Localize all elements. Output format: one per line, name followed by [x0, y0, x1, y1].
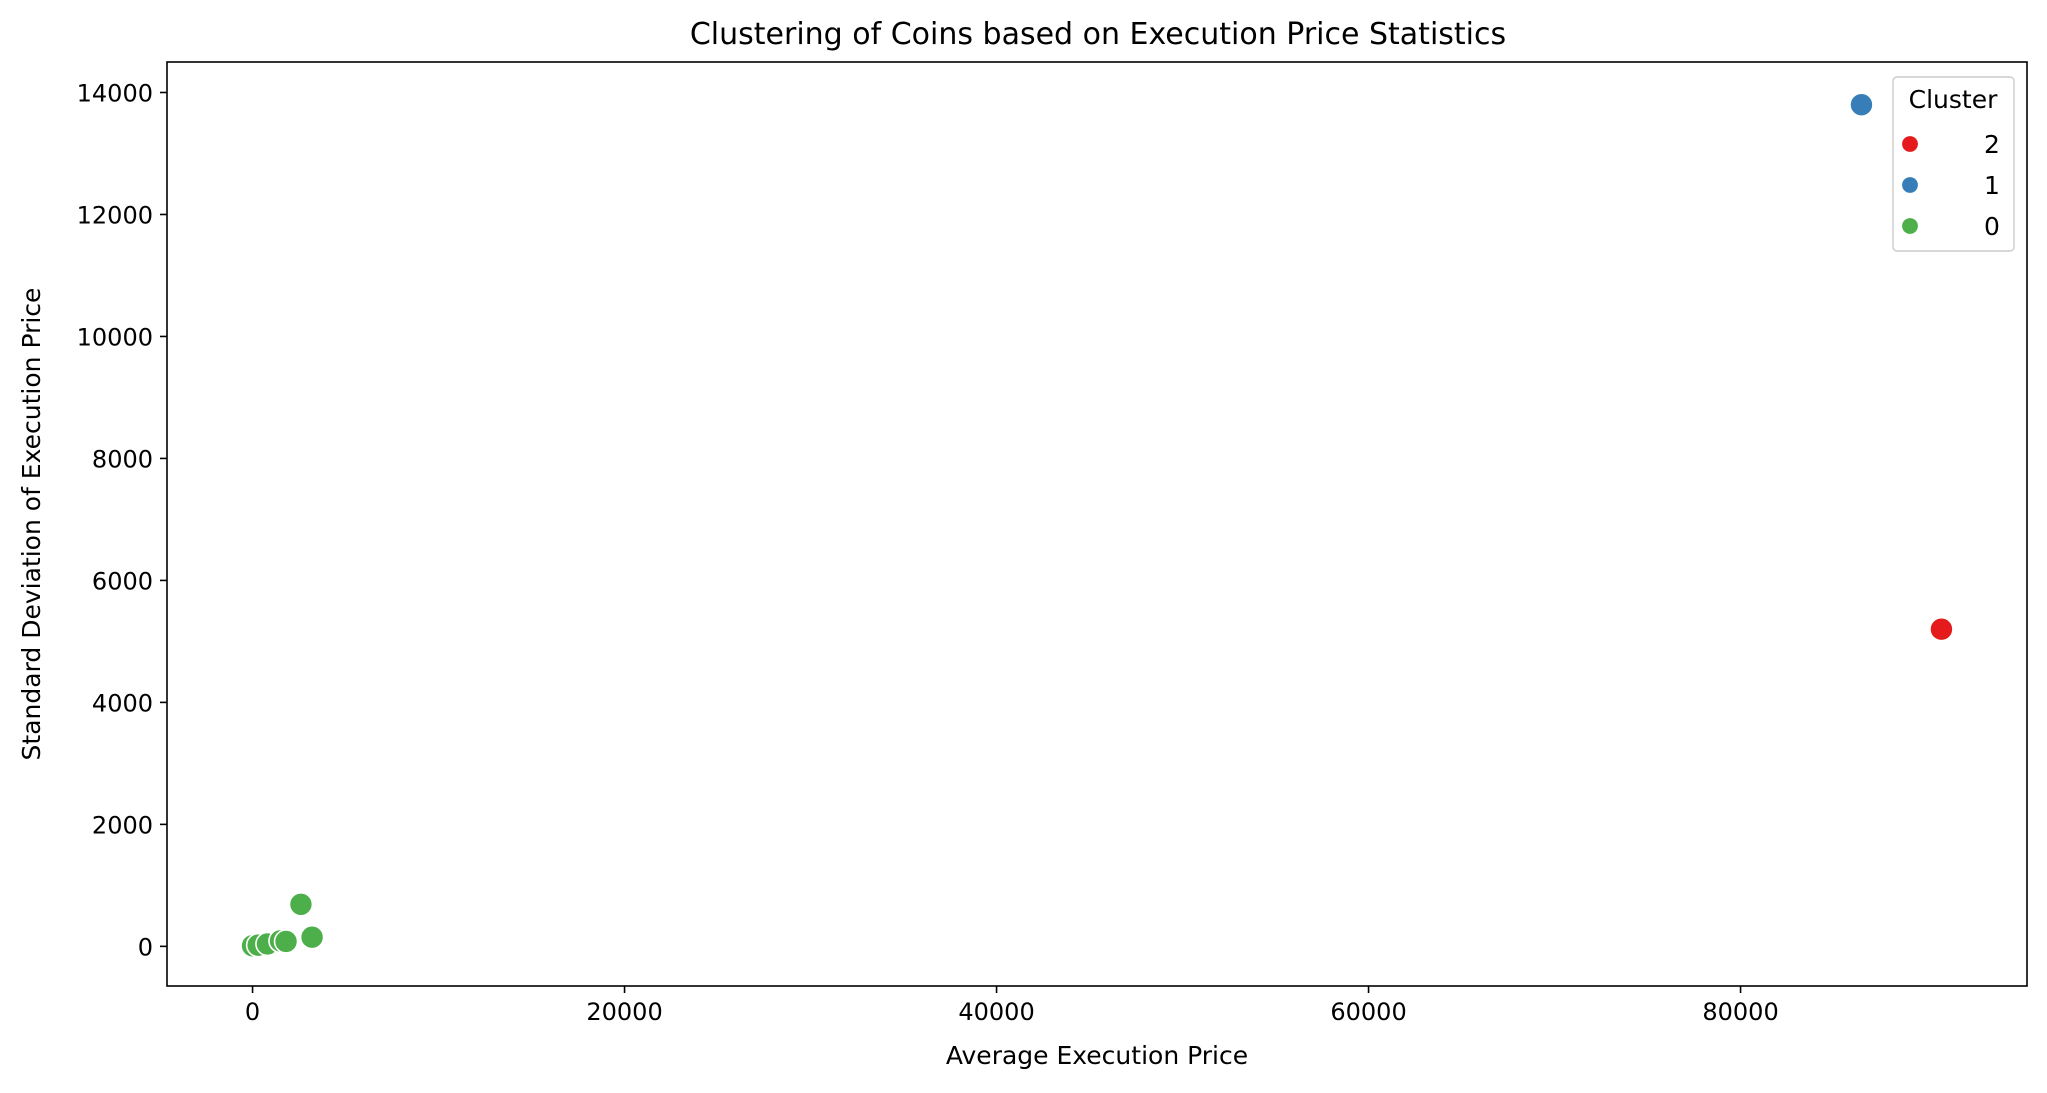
- data-point-cluster-0: [299, 924, 325, 950]
- legend-marker-cluster-1: [1900, 175, 1920, 195]
- data-point-cluster-0: [273, 929, 299, 954]
- x-tick-label: 20000: [586, 998, 662, 1026]
- legend-box: [1892, 76, 2015, 252]
- y-tick-label: 14000: [77, 79, 153, 107]
- y-tick-label: 2000: [92, 811, 153, 839]
- x-tick-label: 80000: [1702, 998, 1778, 1026]
- legend-marker-cluster-0: [1900, 216, 1920, 236]
- y-tick-label: 12000: [77, 201, 153, 229]
- y-tick-label: 4000: [92, 689, 153, 717]
- y-tick-label: 6000: [92, 567, 153, 595]
- y-axis-label: Standard Deviation of Execution Price: [17, 288, 46, 761]
- data-point-cluster-2: [1929, 616, 1954, 642]
- y-axis: 0 2000 4000 6000 8000 10000 12000 14000: [77, 79, 167, 961]
- data-point-cluster-0: [288, 891, 314, 917]
- legend-label-cluster-1: 1: [1984, 171, 2000, 200]
- x-tick-label: 60000: [1330, 998, 1406, 1026]
- x-tick-label: 40000: [958, 998, 1034, 1026]
- y-tick-label: 8000: [92, 445, 153, 473]
- plot-area: [166, 61, 2028, 987]
- chart-title: Clustering of Coins based on Execution P…: [690, 17, 1506, 52]
- x-tick-label: 0: [245, 998, 260, 1026]
- legend-label-cluster-2: 2: [1984, 130, 2000, 159]
- data-point-cluster-1: [1849, 92, 1874, 117]
- data-points: [240, 92, 1954, 959]
- legend-marker-cluster-2: [1900, 134, 1920, 154]
- x-axis-label: Average Execution Price: [946, 1041, 1248, 1070]
- y-tick-label: 0: [138, 933, 153, 961]
- legend-title: Cluster: [1909, 85, 1998, 114]
- x-axis: 0 20000 40000 60000 80000: [245, 986, 1779, 1026]
- y-tick-label: 10000: [77, 323, 153, 351]
- legend-label-cluster-0: 0: [1984, 212, 2000, 241]
- legend: Cluster 2 1 0: [1892, 76, 2015, 252]
